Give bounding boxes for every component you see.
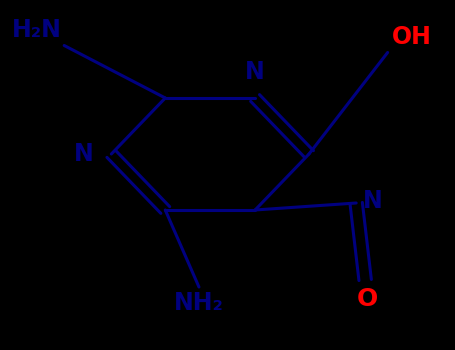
Text: N: N: [74, 142, 93, 166]
Text: O: O: [357, 287, 378, 311]
Text: H₂N: H₂N: [12, 18, 62, 42]
Text: NH₂: NH₂: [174, 290, 224, 315]
Text: OH: OH: [392, 25, 432, 49]
Text: N: N: [245, 60, 265, 84]
Text: N: N: [363, 189, 383, 213]
